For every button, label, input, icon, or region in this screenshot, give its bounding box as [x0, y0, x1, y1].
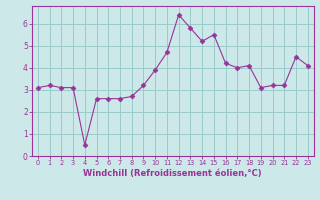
X-axis label: Windchill (Refroidissement éolien,°C): Windchill (Refroidissement éolien,°C)	[84, 169, 262, 178]
